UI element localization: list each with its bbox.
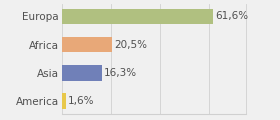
Bar bbox=[62, 9, 213, 24]
Text: 20,5%: 20,5% bbox=[114, 40, 147, 50]
Text: 61,6%: 61,6% bbox=[215, 11, 248, 21]
Text: 1,6%: 1,6% bbox=[67, 96, 94, 106]
Bar bbox=[62, 65, 102, 81]
Bar bbox=[62, 93, 66, 109]
Text: 16,3%: 16,3% bbox=[104, 68, 137, 78]
Bar bbox=[62, 37, 112, 52]
